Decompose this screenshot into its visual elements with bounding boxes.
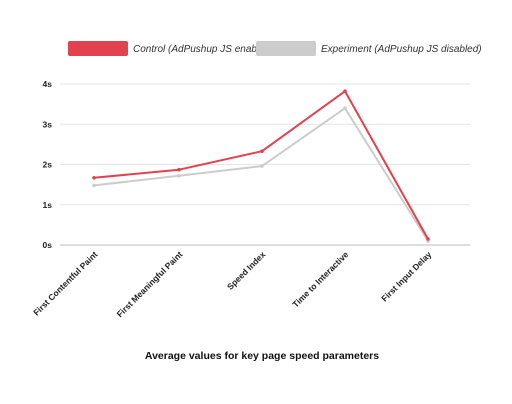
legend-swatch-control — [68, 41, 128, 56]
x-tick-label: First Meaningful Paint — [115, 249, 185, 319]
y-tick-label: 3s — [43, 119, 53, 129]
data-point — [177, 167, 181, 172]
x-axis-title: Average values for key page speed parame… — [145, 350, 379, 362]
y-tick-label: 2s — [43, 160, 53, 170]
y-tick-label: 0s — [43, 240, 53, 250]
legend-swatch-experiment — [256, 41, 316, 56]
data-point — [177, 174, 181, 178]
data-point — [426, 237, 430, 241]
x-tick-label: Time to Interactive — [290, 249, 350, 309]
series-line-experiment — [93, 107, 429, 242]
chart-legend: Control (AdPushup JS enabled) Experiment… — [68, 41, 482, 56]
data-point — [260, 164, 264, 168]
data-point — [343, 106, 347, 110]
data-point — [260, 149, 264, 153]
x-tick-label: First Input Delay — [379, 249, 433, 303]
series-lines — [92, 89, 430, 243]
x-tick-label: Speed Index — [225, 249, 268, 292]
y-tick-label: 1s — [43, 200, 53, 210]
data-point — [92, 183, 96, 188]
data-point — [92, 176, 96, 180]
y-tick-label: 4s — [43, 79, 53, 89]
x-axis: First Contentful Paint First Meaningful P… — [31, 249, 433, 319]
x-tick-label: First Contentful Paint — [31, 249, 99, 317]
legend-label-experiment: Experiment (AdPushup JS disabled) — [321, 44, 482, 55]
data-point — [343, 89, 347, 93]
legend-label-control: Control (AdPushup JS enabled) — [133, 44, 274, 55]
y-axis: 0s 1s 2s 3s 4s — [43, 79, 53, 250]
